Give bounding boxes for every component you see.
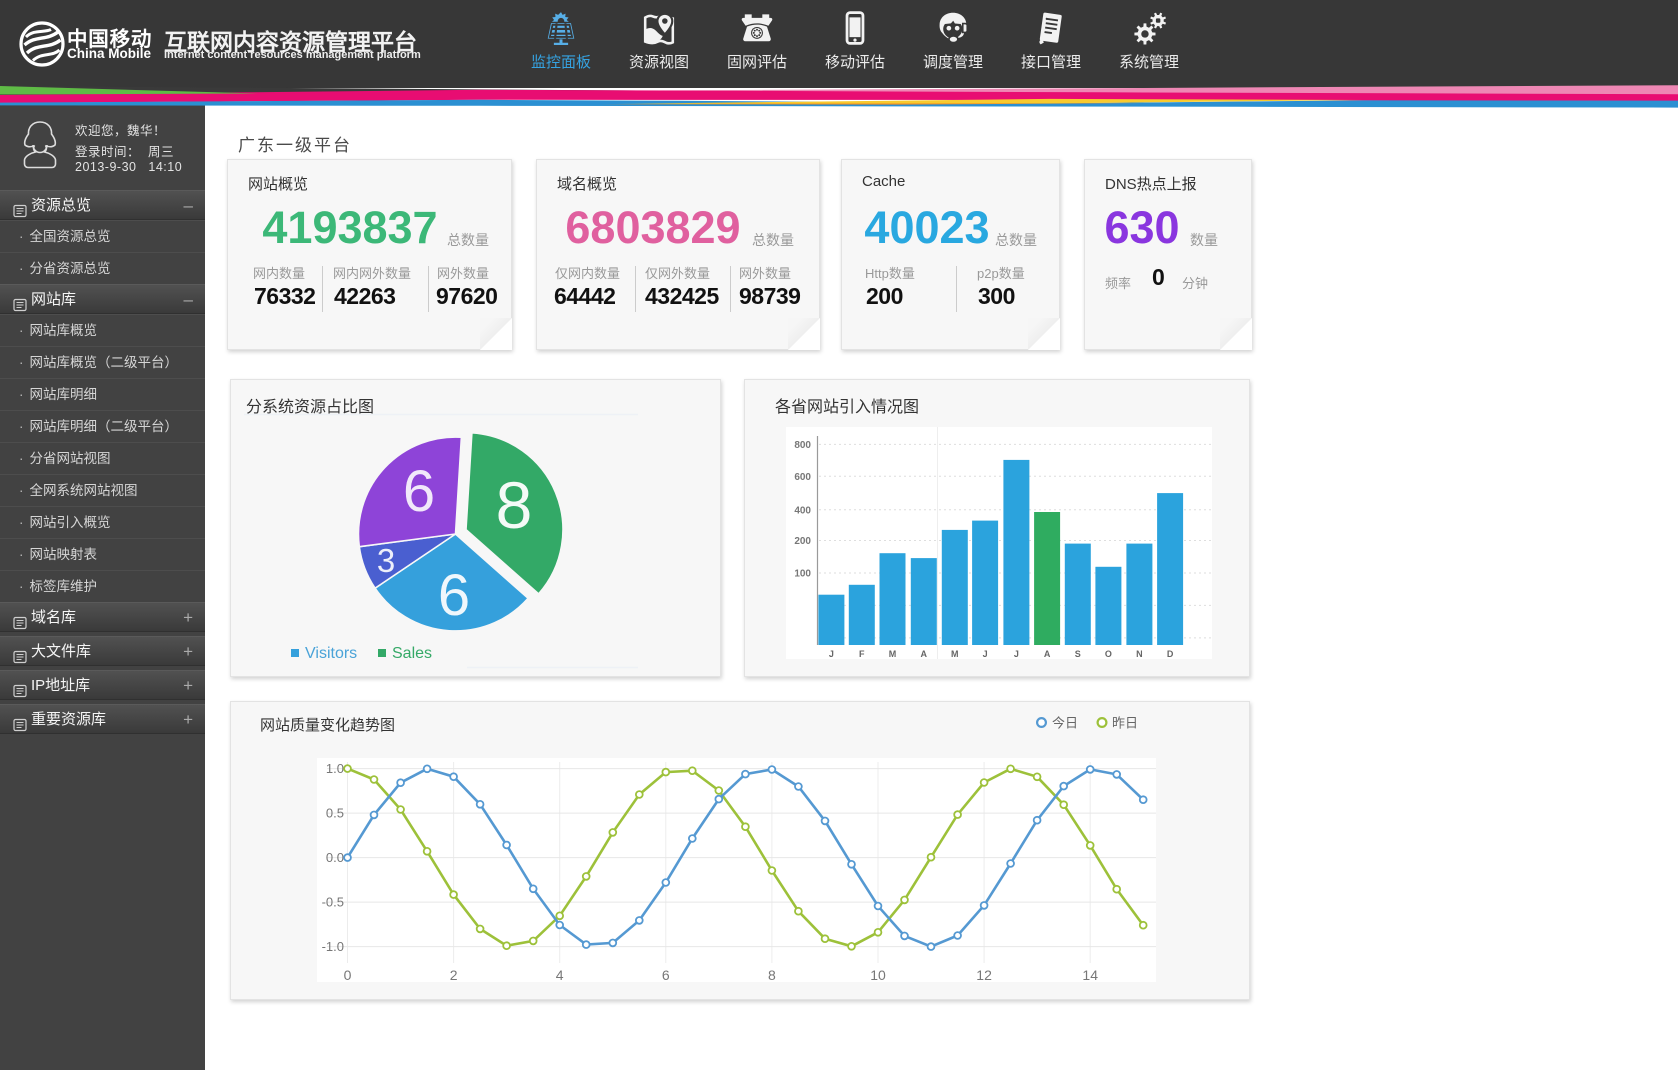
svg-text:400: 400: [794, 505, 811, 516]
svg-text:N: N: [1136, 649, 1143, 659]
svg-text:6: 6: [403, 459, 435, 524]
svg-text:J: J: [1014, 649, 1019, 659]
svg-text:2: 2: [450, 967, 458, 983]
svg-text:800: 800: [794, 440, 811, 451]
svg-text:4: 4: [556, 967, 564, 983]
svg-text:0: 0: [344, 967, 352, 983]
svg-text:0.0: 0.0: [326, 850, 344, 865]
svg-text:8: 8: [768, 967, 776, 983]
svg-text:600: 600: [794, 472, 811, 483]
svg-text:3: 3: [377, 542, 395, 579]
svg-text:J: J: [983, 649, 988, 659]
svg-text:-1.0: -1.0: [322, 939, 344, 954]
svg-text:8: 8: [496, 468, 533, 542]
svg-text:14: 14: [1082, 967, 1098, 983]
svg-text:F: F: [859, 649, 865, 659]
svg-text:1.0: 1.0: [326, 761, 344, 776]
svg-text:12: 12: [976, 967, 992, 983]
svg-text:S: S: [1075, 649, 1081, 659]
svg-text:10: 10: [870, 967, 886, 983]
svg-text:A: A: [1044, 649, 1051, 659]
svg-text:O: O: [1105, 649, 1112, 659]
svg-text:A: A: [921, 649, 928, 659]
svg-text:6: 6: [438, 563, 470, 628]
svg-text:Sales: Sales: [392, 645, 432, 662]
svg-text:0.5: 0.5: [326, 806, 344, 821]
svg-text:100: 100: [794, 569, 811, 580]
svg-text:Visitors: Visitors: [305, 645, 357, 662]
svg-text:昨日: 昨日: [1112, 716, 1138, 731]
svg-text:200: 200: [794, 536, 811, 547]
svg-text:6: 6: [662, 967, 670, 983]
svg-text:M: M: [951, 649, 959, 659]
svg-text:今日: 今日: [1052, 716, 1078, 731]
svg-text:-0.5: -0.5: [322, 895, 344, 910]
svg-text:D: D: [1167, 649, 1174, 659]
svg-text:J: J: [829, 649, 834, 659]
svg-text:M: M: [889, 649, 897, 659]
